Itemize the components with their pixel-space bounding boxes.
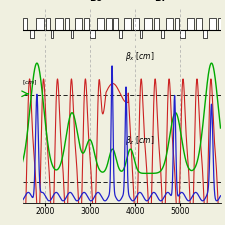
- Bar: [140, 29, 142, 38]
- Text: $\beta_z\ [cm]$: $\beta_z\ [cm]$: [126, 134, 155, 147]
- Bar: [22, 18, 27, 29]
- Bar: [203, 29, 207, 38]
- Bar: [36, 18, 44, 29]
- Bar: [161, 29, 164, 38]
- Bar: [55, 18, 63, 29]
- Bar: [175, 18, 179, 29]
- Bar: [187, 18, 194, 29]
- Text: $[cm]$: $[cm]$: [22, 78, 38, 87]
- Bar: [90, 29, 94, 38]
- Bar: [97, 18, 104, 29]
- Bar: [119, 29, 122, 38]
- Bar: [113, 18, 118, 29]
- Text: $\beta_x\ [cm]$: $\beta_x\ [cm]$: [126, 50, 155, 63]
- Bar: [154, 18, 159, 29]
- Bar: [209, 18, 216, 29]
- Bar: [71, 29, 73, 38]
- Bar: [218, 18, 220, 29]
- Bar: [166, 18, 173, 29]
- Bar: [180, 29, 185, 38]
- Bar: [84, 18, 89, 29]
- Bar: [75, 18, 82, 29]
- Text: B6: B6: [89, 0, 102, 3]
- Bar: [30, 29, 34, 38]
- Bar: [124, 18, 130, 29]
- Bar: [46, 18, 50, 29]
- Bar: [106, 18, 112, 29]
- Text: B7: B7: [155, 0, 168, 3]
- Bar: [144, 18, 152, 29]
- Bar: [65, 18, 69, 29]
- Bar: [51, 29, 53, 38]
- Bar: [133, 18, 139, 29]
- Bar: [196, 18, 202, 29]
